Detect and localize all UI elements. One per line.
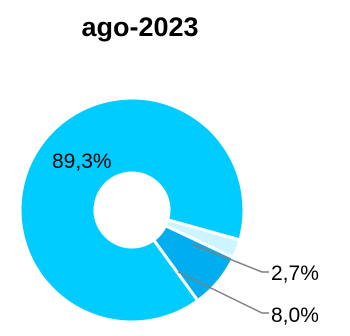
slice-label-1: 2,7% bbox=[271, 262, 319, 285]
slice-label-2: 8,0% bbox=[271, 304, 319, 327]
donut-slice-2 bbox=[151, 223, 236, 303]
leader-line-2 bbox=[177, 271, 269, 314]
chart-title: ago-2023 bbox=[81, 12, 199, 42]
donut-slice-0 bbox=[18, 96, 246, 324]
leader-line-1 bbox=[191, 243, 269, 273]
labels-layer: 89,3% 2,7% 8,0% bbox=[52, 150, 319, 327]
slice-label-0: 89,3% bbox=[52, 150, 112, 173]
slices-layer bbox=[18, 96, 246, 324]
